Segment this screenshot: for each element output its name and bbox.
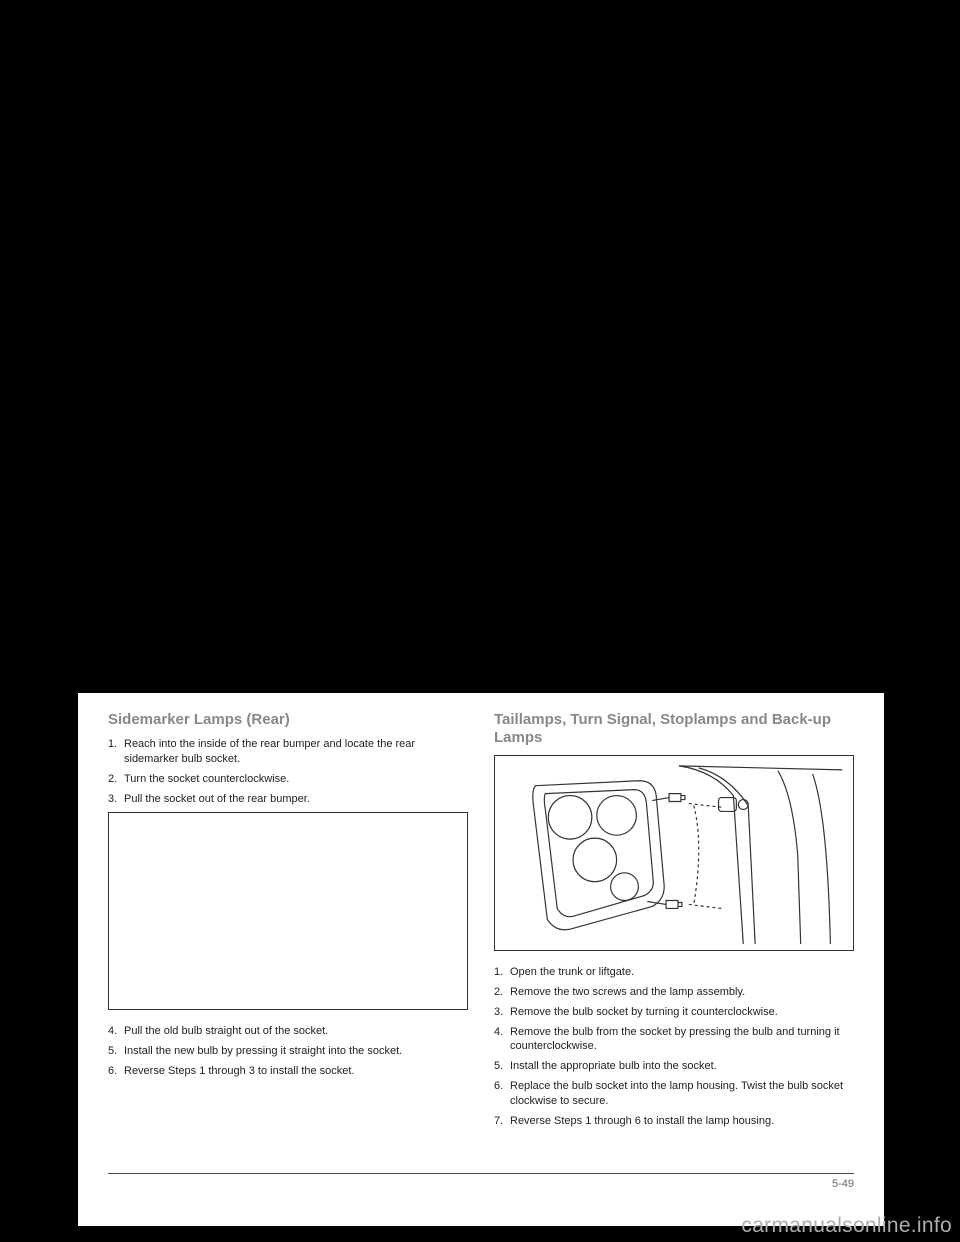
step-number: 4. (108, 1024, 124, 1039)
step-text: Open the trunk or liftgate. (510, 965, 854, 980)
step-number: 7. (494, 1114, 510, 1129)
step-number: 1. (108, 737, 124, 767)
step-text: Pull the old bulb straight out of the so… (124, 1024, 468, 1039)
right-column: Taillamps, Turn Signal, Stoplamps and Ba… (494, 711, 854, 1201)
step-number: 5. (108, 1044, 124, 1059)
list-item: 5.Install the new bulb by pressing it st… (108, 1044, 468, 1059)
step-text: Remove the bulb socket by turning it cou… (510, 1005, 854, 1020)
step-text: Reverse Steps 1 through 3 to install the… (124, 1064, 468, 1079)
step-text: Remove the two screws and the lamp assem… (510, 985, 854, 1000)
list-item: 3.Remove the bulb socket by turning it c… (494, 1005, 854, 1020)
right-section-title: Taillamps, Turn Signal, Stoplamps and Ba… (494, 711, 854, 747)
page-footer: 5-49 (108, 1173, 854, 1190)
step-number: 6. (108, 1064, 124, 1079)
list-item: 4.Remove the bulb from the socket by pre… (494, 1025, 854, 1055)
list-item: 5.Install the appropriate bulb into the … (494, 1059, 854, 1074)
page-number: 5-49 (832, 1178, 854, 1190)
step-number: 2. (108, 772, 124, 787)
left-column: Sidemarker Lamps (Rear) 1.Reach into the… (108, 711, 468, 1201)
left-section-title: Sidemarker Lamps (Rear) (108, 711, 468, 729)
list-item: 3.Pull the socket out of the rear bumper… (108, 792, 468, 807)
taillamp-diagram (494, 755, 854, 951)
step-number: 5. (494, 1059, 510, 1074)
watermark: carmanualsonline.info (741, 1214, 952, 1238)
two-column-layout: Sidemarker Lamps (Rear) 1.Reach into the… (108, 711, 854, 1201)
list-item: 7.Reverse Steps 1 through 6 to install t… (494, 1114, 854, 1129)
step-text: Install the appropriate bulb into the so… (510, 1059, 854, 1074)
list-item: 1.Open the trunk or liftgate. (494, 965, 854, 980)
right-steps: 1.Open the trunk or liftgate. 2.Remove t… (494, 965, 854, 1129)
step-text: Reverse Steps 1 through 6 to install the… (510, 1114, 854, 1129)
list-item: 2.Remove the two screws and the lamp ass… (494, 985, 854, 1000)
list-item: 2.Turn the socket counterclockwise. (108, 772, 468, 787)
step-number: 1. (494, 965, 510, 980)
list-item: 1.Reach into the inside of the rear bump… (108, 737, 468, 767)
list-item: 4.Pull the old bulb straight out of the … (108, 1024, 468, 1039)
left-steps-before-diagram: 1.Reach into the inside of the rear bump… (108, 737, 468, 806)
step-text: Reach into the inside of the rear bumper… (124, 737, 468, 767)
step-number: 4. (494, 1025, 510, 1055)
step-text: Replace the bulb socket into the lamp ho… (510, 1079, 854, 1109)
manual-page: Sidemarker Lamps (Rear) 1.Reach into the… (78, 693, 884, 1226)
taillamp-illustration (495, 756, 853, 950)
step-text: Pull the socket out of the rear bumper. (124, 792, 468, 807)
sidemarker-diagram (108, 812, 468, 1010)
step-text: Install the new bulb by pressing it stra… (124, 1044, 468, 1059)
step-number: 3. (108, 792, 124, 807)
step-number: 2. (494, 985, 510, 1000)
step-text: Remove the bulb from the socket by press… (510, 1025, 854, 1055)
step-number: 3. (494, 1005, 510, 1020)
list-item: 6.Reverse Steps 1 through 3 to install t… (108, 1064, 468, 1079)
list-item: 6.Replace the bulb socket into the lamp … (494, 1079, 854, 1109)
left-steps-after-diagram: 4.Pull the old bulb straight out of the … (108, 1024, 468, 1079)
step-text: Turn the socket counterclockwise. (124, 772, 468, 787)
step-number: 6. (494, 1079, 510, 1109)
